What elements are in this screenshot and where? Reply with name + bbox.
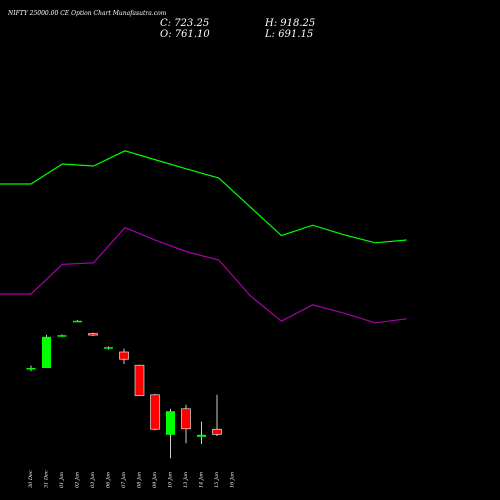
upper-indicator-line (0, 150, 407, 244)
x-tick-label: 10 Jan (168, 472, 174, 488)
candle-body (42, 336, 51, 368)
close-value: C: 723.25 (160, 18, 209, 29)
x-tick-label: 15 Jan (214, 472, 220, 488)
indicator-lines (0, 150, 407, 324)
x-tick-label: 08 Jan (137, 472, 143, 488)
x-tick-label: 07 Jan (121, 472, 127, 488)
low-value: L: 691.15 (264, 29, 313, 40)
candle-body (104, 347, 113, 349)
high-value: H: 918.25 (264, 18, 315, 29)
x-tick-label: 02 Jan (75, 472, 81, 488)
x-tick-label: 03 Jan (90, 472, 96, 488)
lower-indicator-line (0, 226, 407, 324)
x-tick-label: 06 Jan (106, 472, 112, 488)
candle-body (88, 333, 98, 336)
candle-body (26, 368, 36, 370)
x-tick-label: 14 Jan (199, 472, 205, 488)
x-tick-label: 13 Jan (183, 472, 189, 488)
candle-body (57, 335, 67, 337)
candle-body (119, 351, 129, 360)
candle-body (73, 320, 82, 323)
candle-body (166, 411, 175, 435)
candle-body (150, 394, 160, 430)
candle-body (134, 364, 145, 396)
x-tick-label: 09 Jan (152, 472, 158, 488)
candle-body (197, 434, 206, 437)
candle-body (181, 408, 191, 430)
x-tick-label: 31 Dec (44, 470, 50, 488)
open-value: O: 761.10 (160, 29, 210, 40)
candlesticks (26, 320, 222, 459)
x-tick-label: 16 Jan (230, 472, 236, 488)
x-axis-ticks: 30 Dec 31 Dec 01 Jan 02 Jan 03 Jan 06 Jan 07 J… (28, 470, 236, 488)
x-tick-label: 01 Jan (59, 472, 65, 488)
chart-title: NIFTY 25000.00 CE Option Chart Munafasut… (7, 10, 167, 17)
x-tick-label: 30 Dec (28, 470, 34, 488)
candle-body (212, 428, 222, 435)
